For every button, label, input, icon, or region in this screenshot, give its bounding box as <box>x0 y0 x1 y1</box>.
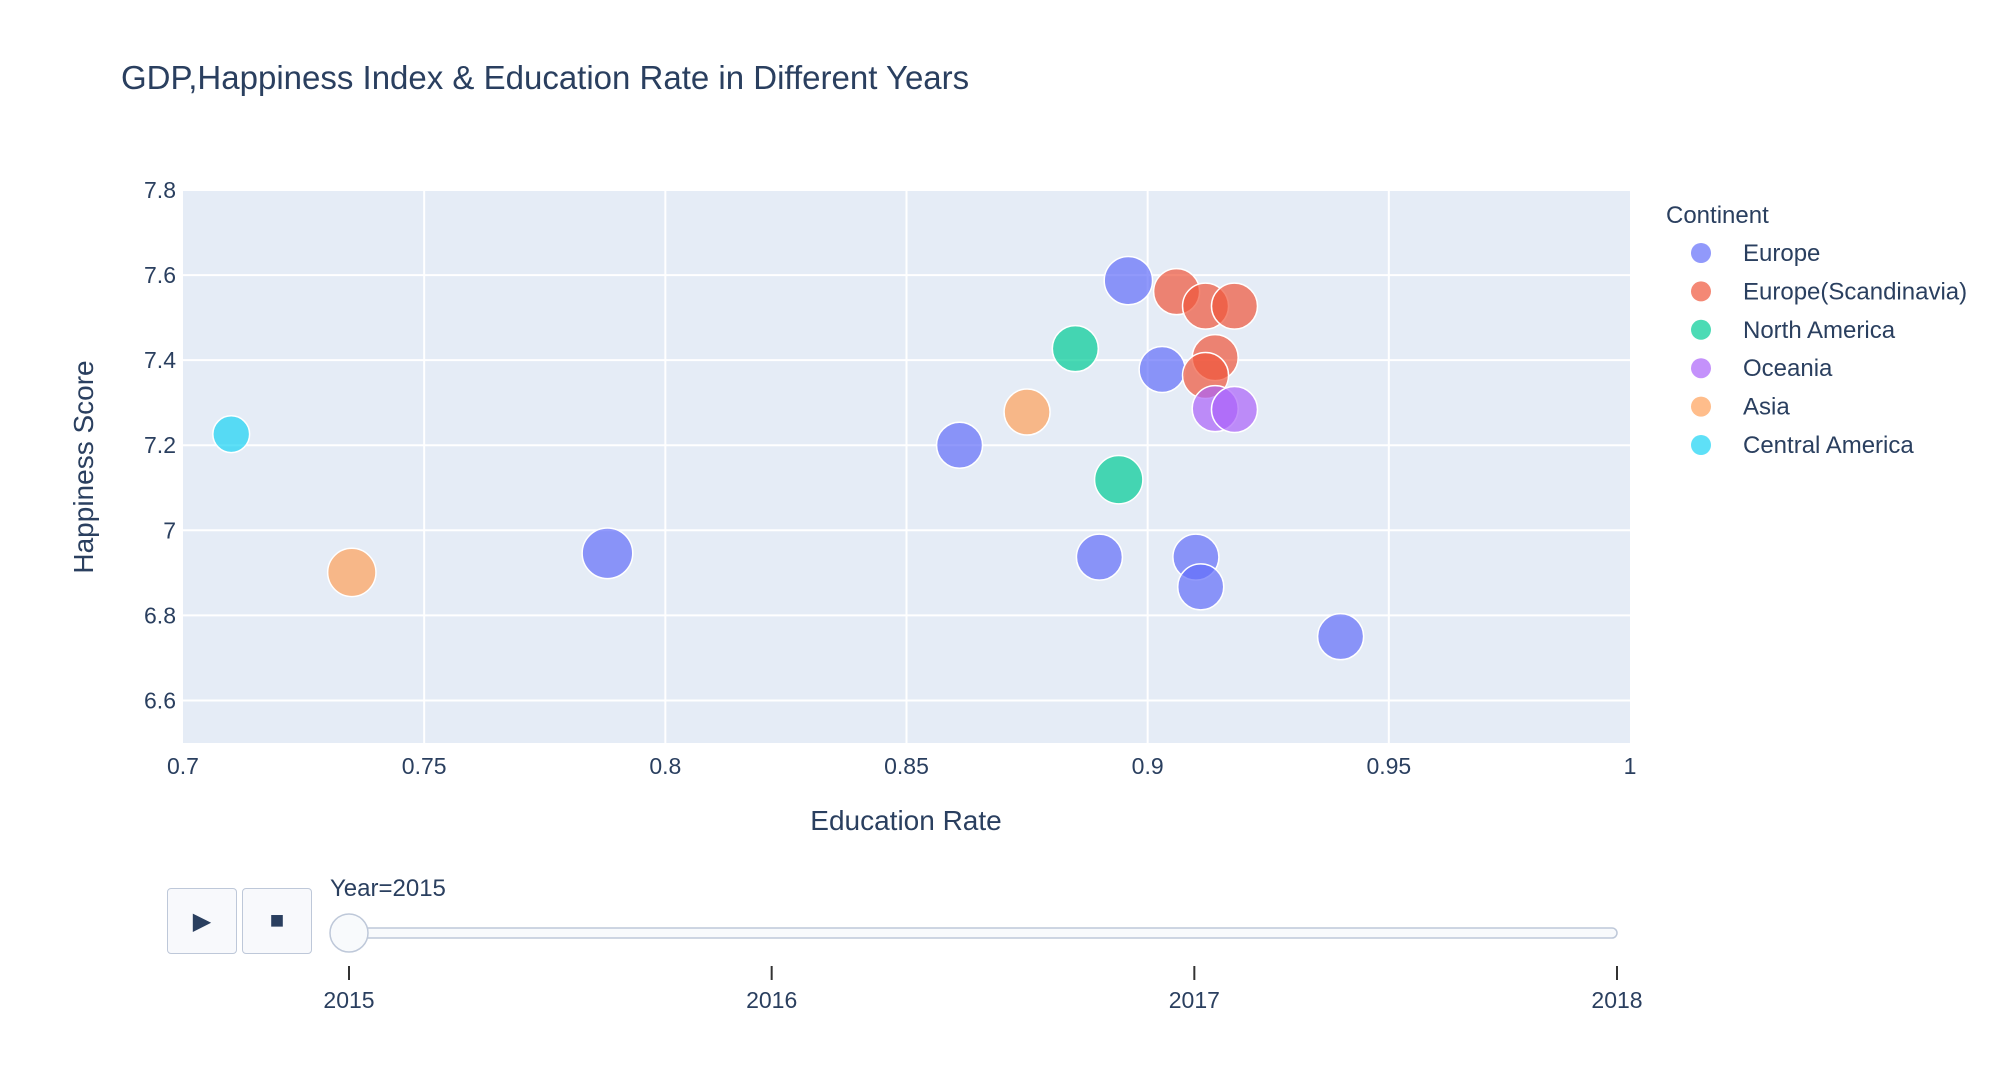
legend-label: Europe(Scandinavia) <box>1743 278 1967 305</box>
y-tick-label: 6.8 <box>144 602 176 628</box>
y-tick-label: 7.8 <box>144 177 176 203</box>
legend-label: Central America <box>1743 432 1914 459</box>
legend-label: Oceania <box>1743 355 1833 382</box>
slider-handle[interactable] <box>329 913 369 953</box>
x-axis-ticks: 0.7 0.75 0.8 0.85 0.9 0.95 1 <box>167 753 1636 779</box>
y-tick-label: 7.4 <box>144 347 176 373</box>
slider-current-value: Year=2015 <box>330 875 446 902</box>
grid-lines <box>183 189 1630 743</box>
legend-label: Asia <box>1743 394 1790 421</box>
data-point[interactable] <box>1103 255 1154 306</box>
x-tick-label: 0.8 <box>649 753 681 779</box>
legend-item[interactable]: Oceania <box>1691 355 1833 382</box>
legend-item[interactable]: North America <box>1691 317 1896 344</box>
legend-marker <box>1691 319 1711 340</box>
y-tick-label: 7.2 <box>144 432 176 458</box>
chart-title: GDP,Happiness Index & Education Rate in … <box>121 59 969 96</box>
data-point[interactable] <box>1051 324 1100 373</box>
x-tick-label: 0.9 <box>1132 753 1164 779</box>
data-point[interactable] <box>1210 385 1259 434</box>
slider-tick-label[interactable]: 2018 <box>1591 987 1642 1013</box>
legend[interactable]: Continent Europe Europe(Scandinavia) North… <box>1666 202 1967 459</box>
data-point[interactable] <box>1093 454 1144 505</box>
data-points <box>212 255 1365 661</box>
data-point[interactable] <box>1210 282 1259 330</box>
play-button[interactable]: ▶ <box>167 888 237 954</box>
x-tick-label: 1 <box>1624 753 1637 779</box>
x-axis-title: Education Rate <box>810 805 1001 836</box>
legend-marker <box>1691 396 1711 417</box>
legend-item[interactable]: Central America <box>1691 432 1914 459</box>
stop-button[interactable]: ■ <box>242 888 312 954</box>
y-axis-ticks: 6.6 6.8 7 7.2 7.4 7.6 7.8 <box>144 177 176 713</box>
data-point[interactable] <box>1316 612 1365 661</box>
x-tick-label: 0.95 <box>1366 753 1411 779</box>
legend-item[interactable]: Asia <box>1691 394 1790 421</box>
data-point[interactable] <box>326 547 377 598</box>
legend-item[interactable]: Europe(Scandinavia) <box>1691 278 1967 305</box>
data-point[interactable] <box>1176 563 1225 611</box>
play-icon: ▶ <box>192 907 212 935</box>
legend-marker <box>1691 281 1711 302</box>
x-tick-label: 0.7 <box>167 753 199 779</box>
y-tick-label: 7 <box>163 517 176 543</box>
stop-icon: ■ <box>269 907 285 934</box>
data-point[interactable] <box>1003 388 1051 436</box>
y-tick-label: 7.6 <box>144 262 176 288</box>
legend-label: North America <box>1743 317 1896 344</box>
legend-marker <box>1691 243 1711 263</box>
data-point[interactable] <box>212 415 251 454</box>
slider-ticks: 2015 2016 2017 2018 <box>323 966 1643 1013</box>
legend-title: Continent <box>1666 202 1769 229</box>
legend-label: Europe <box>1743 240 1820 267</box>
x-tick-label: 0.85 <box>884 753 929 779</box>
legend-item[interactable]: Europe <box>1691 240 1820 267</box>
x-tick-label: 0.75 <box>402 753 447 779</box>
data-point[interactable] <box>1138 345 1186 394</box>
year-slider[interactable]: 2015 2016 2017 2018 <box>323 913 1643 1013</box>
data-point[interactable] <box>935 421 984 469</box>
legend-marker <box>1691 358 1711 379</box>
y-axis-title: Happiness Score <box>68 360 99 573</box>
y-tick-label: 6.6 <box>144 687 176 713</box>
slider-tick-label[interactable]: 2015 <box>323 987 374 1013</box>
slider-rail[interactable] <box>348 927 1618 939</box>
slider-tick-label[interactable]: 2016 <box>746 987 797 1013</box>
data-point[interactable] <box>581 527 634 580</box>
data-point[interactable] <box>1075 533 1124 581</box>
legend-marker <box>1691 435 1711 455</box>
slider-tick-label[interactable]: 2017 <box>1169 987 1220 1013</box>
